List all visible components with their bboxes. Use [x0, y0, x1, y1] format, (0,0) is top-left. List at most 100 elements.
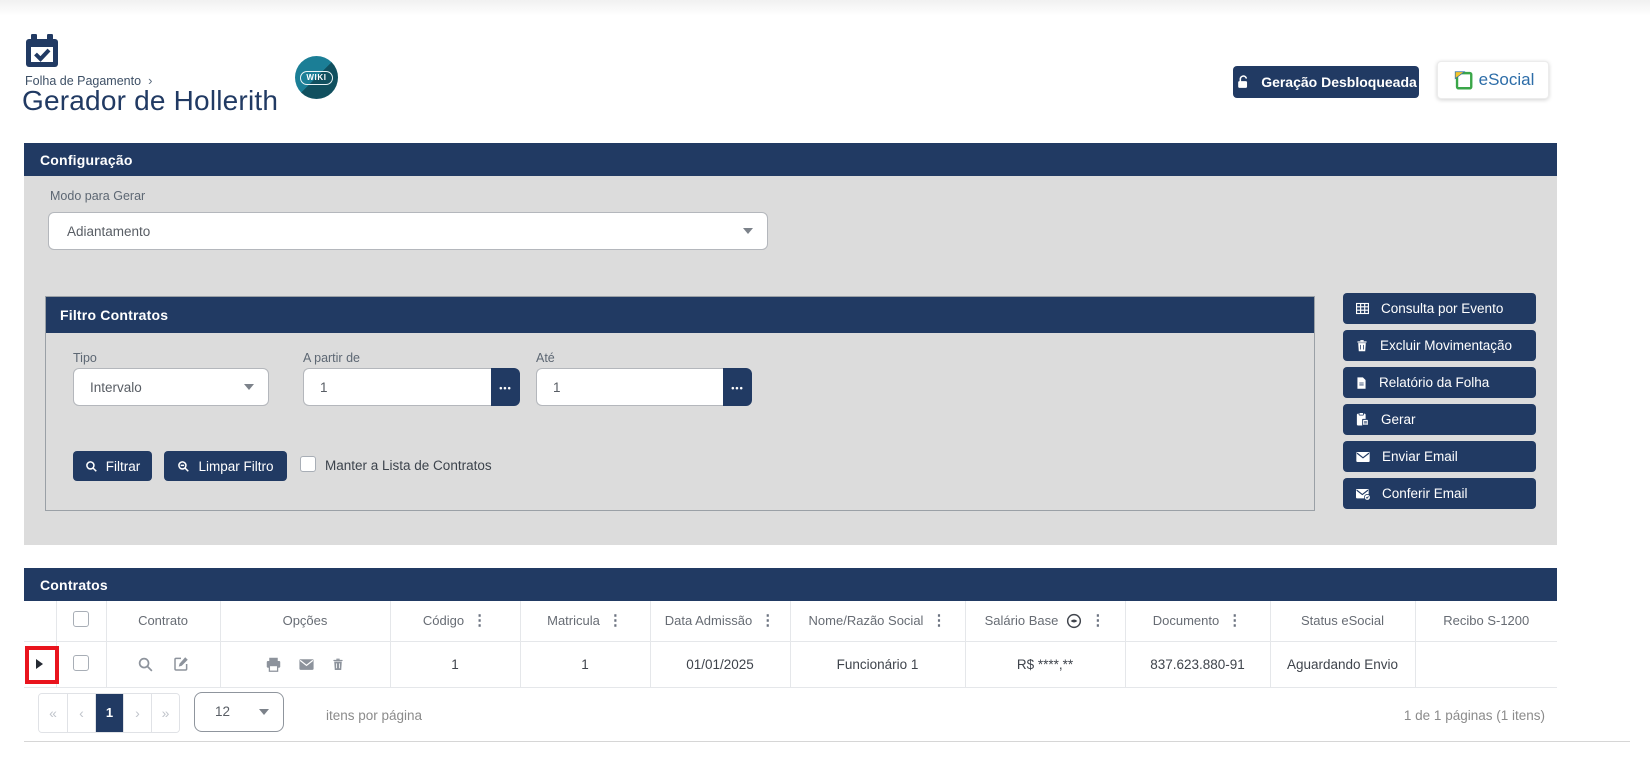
envelope-check-icon: [1355, 486, 1371, 502]
trash-icon: [1355, 339, 1369, 353]
a-partir-de-lookup-button[interactable]: •••: [491, 368, 520, 406]
search-icon: [85, 460, 98, 473]
ate-group: 1 •••: [536, 368, 752, 406]
enviar-email-button[interactable]: Enviar Email: [1343, 441, 1536, 472]
modo-para-gerar-label: Modo para Gerar: [50, 189, 146, 203]
a-partir-de-label: A partir de: [303, 351, 360, 365]
column-menu-icon[interactable]: ⋮: [472, 612, 488, 630]
delete-icon[interactable]: [331, 657, 345, 672]
wiki-badge-label: WIKI: [300, 70, 333, 85]
wiki-badge[interactable]: WIKI: [295, 56, 338, 99]
row-salario-base: R$ ****,**: [964, 641, 1125, 688]
ate-lookup-button[interactable]: •••: [723, 368, 752, 406]
esocial-document-icon: [1452, 69, 1474, 91]
row-expand-cell[interactable]: [24, 641, 56, 688]
tipo-select[interactable]: Intervalo: [73, 368, 269, 406]
filtro-contratos-title: Filtro Contratos: [60, 307, 169, 323]
contratos-header: Contratos: [24, 568, 1557, 601]
ate-input[interactable]: 1: [536, 368, 723, 406]
row-codigo: 1: [389, 641, 520, 688]
esocial-button[interactable]: eSocial: [1437, 61, 1549, 99]
consulta-por-evento-button[interactable]: Consulta por Evento: [1343, 293, 1536, 324]
breadcrumb[interactable]: Folha de Pagamento ›: [25, 73, 152, 88]
table-header-row: Contrato Opções Código ⋮ Matricula ⋮ Data …: [24, 601, 1557, 642]
excluir-movimentacao-button[interactable]: Excluir Movimentação: [1343, 330, 1536, 361]
chevron-down-icon: [743, 228, 753, 234]
previous-page-button[interactable]: ‹: [67, 693, 95, 732]
header-data-admissao: Data Admissão ⋮: [649, 601, 790, 642]
unlock-icon: [1235, 74, 1252, 91]
table-grid-icon: [1355, 301, 1370, 316]
contratos-title: Contratos: [40, 576, 108, 593]
row-opcoes-cell: [219, 641, 390, 688]
a-partir-de-input[interactable]: 1: [303, 368, 491, 406]
relatorio-da-folha-label: Relatório da Folha: [1379, 375, 1490, 390]
row-matricula: 1: [519, 641, 650, 688]
column-menu-icon[interactable]: ⋮: [607, 612, 623, 630]
gerar-button[interactable]: Gerar: [1343, 404, 1536, 435]
conferir-email-button[interactable]: Conferir Email: [1343, 478, 1536, 509]
eye-visibility-icon[interactable]: [1066, 613, 1082, 629]
search-minus-icon: [177, 460, 190, 473]
gerar-label: Gerar: [1381, 412, 1416, 427]
esocial-label: eSocial: [1478, 70, 1535, 89]
filtrar-label: Filtrar: [105, 458, 141, 474]
items-per-page-label: itens por página: [326, 707, 423, 723]
page-title: Gerador de Hollerith: [22, 85, 279, 116]
row-select-cell: [55, 641, 106, 688]
header-status-esocial: Status eSocial: [1269, 601, 1415, 642]
row-checkbox[interactable]: [73, 654, 89, 671]
row-nome-razao-social: Funcionário 1: [789, 641, 965, 688]
row-status-esocial: Aguardando Envio: [1269, 641, 1415, 688]
first-page-button[interactable]: «: [39, 693, 67, 732]
page-1-button[interactable]: 1: [95, 693, 123, 732]
column-menu-icon[interactable]: ⋮: [1090, 612, 1106, 630]
ate-value: 1: [553, 379, 561, 395]
configuracao-section: Configuração Modo para Gerar Adiantament…: [24, 143, 1557, 545]
filtrar-button[interactable]: Filtrar: [73, 451, 152, 481]
breadcrumb-item[interactable]: Folha de Pagamento: [25, 73, 142, 88]
header-salario-base: Salário Base ⋮: [964, 601, 1125, 642]
email-icon[interactable]: [298, 656, 315, 673]
header-opcoes: Opções: [219, 601, 390, 642]
next-page-button[interactable]: ›: [123, 693, 151, 732]
geracao-desbloqueada-label: Geração Desbloqueada: [1261, 74, 1417, 90]
limpar-filtro-label: Limpar Filtro: [198, 458, 274, 474]
tipo-value: Intervalo: [90, 379, 142, 395]
manter-lista-checkbox[interactable]: [300, 456, 316, 472]
pagination-summary: 1 de 1 páginas (1 itens): [1403, 707, 1545, 723]
edit-contract-icon[interactable]: [172, 655, 190, 673]
filtro-contratos-header: Filtro Contratos: [46, 297, 1314, 333]
header-documento: Documento ⋮: [1124, 601, 1270, 642]
filtro-contratos-panel: Filtro Contratos Tipo Intervalo A partir…: [45, 296, 1315, 511]
manter-lista-label: Manter a Lista de Contratos: [325, 458, 492, 473]
column-menu-icon[interactable]: ⋮: [760, 612, 776, 630]
row-documento: 837.623.880-91: [1124, 641, 1270, 688]
column-menu-icon[interactable]: ⋮: [931, 612, 947, 630]
last-page-button[interactable]: »: [151, 693, 179, 732]
envelope-icon: [1355, 449, 1371, 465]
expand-row-icon[interactable]: [36, 658, 44, 669]
modo-para-gerar-select[interactable]: Adiantamento: [48, 212, 768, 250]
header-recibo-s1200: Recibo S-1200: [1414, 601, 1557, 642]
page-size-select[interactable]: 12: [194, 691, 284, 732]
consulta-por-evento-label: Consulta por Evento: [1381, 301, 1504, 316]
geracao-desbloqueada-button[interactable]: Geração Desbloqueada: [1233, 66, 1419, 98]
calendar-check-icon: [24, 33, 60, 69]
view-contract-icon[interactable]: [137, 656, 154, 673]
column-menu-icon[interactable]: ⋮: [1227, 612, 1243, 630]
excluir-movimentacao-label: Excluir Movimentação: [1380, 338, 1513, 353]
header-contrato: Contrato: [105, 601, 220, 642]
select-all-checkbox[interactable]: [73, 611, 89, 628]
print-icon[interactable]: [265, 656, 282, 673]
table-row: 1 1 01/01/2025 Funcionário 1 R$ ****,** …: [24, 641, 1557, 688]
header-select-all: [55, 601, 106, 642]
limpar-filtro-button[interactable]: Limpar Filtro: [164, 451, 287, 481]
clipboard-calculator-icon: [1355, 412, 1370, 427]
relatorio-da-folha-button[interactable]: Relatório da Folha: [1343, 367, 1536, 398]
header-matricula: Matricula ⋮: [519, 601, 650, 642]
configuracao-body: Modo para Gerar Adiantamento Filtro Cont…: [24, 176, 1557, 545]
action-button-stack: Consulta por Evento Excluir Movimentação: [1343, 293, 1536, 515]
chevron-right-icon: ›: [148, 73, 153, 88]
